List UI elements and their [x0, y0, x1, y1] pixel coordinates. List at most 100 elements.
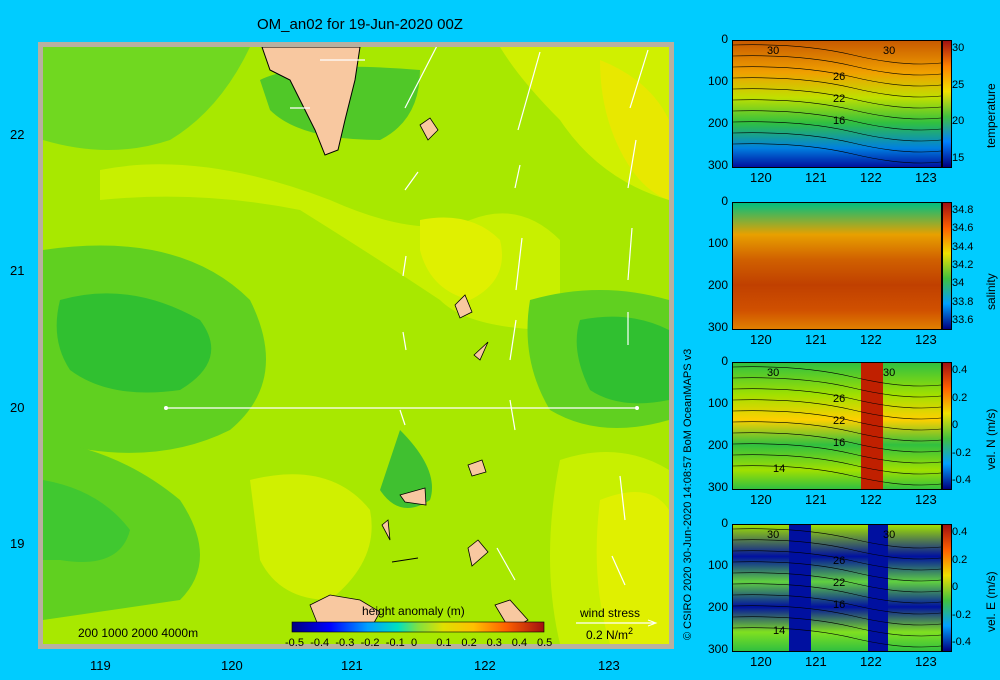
depth-tick: 100 — [707, 396, 728, 410]
lon-tick: 123 — [915, 654, 937, 669]
colorbar-tick: 0.4 — [511, 637, 528, 649]
colorbar-tick: 30 — [952, 42, 965, 54]
depth-tick: 300 — [707, 642, 728, 656]
colorbar-tick: -0.2 — [952, 608, 971, 621]
colorbar-tick: -0.4 — [952, 636, 971, 648]
contour-label: 30 — [767, 529, 780, 541]
section-colorbar — [942, 40, 952, 168]
contour-label: 22 — [833, 577, 846, 589]
contour-label: 30 — [767, 45, 780, 57]
colorbar-title: height anomaly (m) — [362, 604, 465, 618]
contour-label: 14 — [773, 625, 786, 637]
panel-variable-label: vel. N (m/s) — [984, 408, 998, 470]
depth-tick: 200 — [707, 116, 728, 130]
section-plot: 30 30 26 22 16 14 — [732, 524, 942, 652]
colorbar-tick: 25 — [952, 78, 965, 91]
section-panel: 30 30 26 22 16 14 0 100 200 300 120 121 122 123 0.4 0.2… — [690, 354, 1000, 510]
lon-tick: 123 — [915, 332, 937, 347]
section-colorbar — [942, 362, 952, 490]
wind-stress-label: wind stress — [580, 606, 641, 620]
map-title: OM_an02 for 19-Jun-2020 00Z — [257, 16, 463, 33]
section-panel: 0 100 200 300 120 121 122 123 34.8 34.6 34.4 34.2 34… — [690, 194, 1000, 350]
colorbar-tick: 0.4 — [952, 526, 968, 538]
colorbar-tick: 0 — [411, 637, 418, 649]
contour-label: 22 — [833, 93, 846, 105]
contour-label: 16 — [833, 599, 846, 611]
y-tick-19: 19 — [10, 536, 25, 551]
lon-tick: 123 — [915, 170, 937, 185]
depth-tick: 200 — [707, 600, 728, 614]
contour-label: 16 — [833, 437, 846, 449]
colorbar-tick: 0.2 — [952, 553, 968, 566]
lon-tick: 120 — [750, 332, 772, 347]
depth-tick: 0 — [721, 194, 728, 208]
colorbar-tick: 0.3 — [486, 637, 502, 649]
section-plot: 30 30 26 22 16 14 — [732, 362, 942, 490]
x-tick-123: 123 — [598, 658, 620, 673]
lon-tick: 120 — [750, 170, 772, 185]
depth-tick: 0 — [721, 516, 728, 530]
lon-tick: 122 — [860, 654, 882, 669]
colorbar-tick: 0.5 — [537, 637, 553, 649]
x-tick-119: 119 — [90, 658, 111, 673]
wind-stress-scale: 0.2 N/m2 — [586, 626, 634, 642]
y-tick-20: 20 — [10, 400, 25, 415]
colorbar-tick: 0.4 — [952, 364, 968, 376]
section-colorbar — [942, 524, 952, 652]
colorbar-tick: 15 — [952, 152, 965, 164]
depth-legend: 200 1000 2000 4000m — [78, 626, 199, 640]
colorbar-tick: 34 — [952, 277, 965, 290]
wind-scale-arrow — [576, 619, 658, 627]
colorbar-tick: -0.1 — [385, 637, 405, 649]
x-tick-120: 120 — [221, 658, 243, 673]
section-plot — [732, 202, 942, 330]
lon-tick: 122 — [860, 492, 882, 507]
lon-tick: 121 — [805, 332, 827, 347]
colorbar-tick: -0.2 — [360, 637, 380, 649]
contour-label: 26 — [833, 393, 846, 405]
lon-tick: 120 — [750, 654, 772, 669]
depth-tick: 300 — [707, 480, 728, 494]
credit-text: © CSIRO 2020 30-Jun-2020 14:08:57 BoM Oc… — [682, 348, 694, 640]
depth-tick: 300 — [707, 320, 728, 334]
colorbar-tick: 20 — [952, 115, 965, 128]
section-colorbar — [942, 202, 952, 330]
colorbar-tick: 0.2 — [461, 637, 477, 649]
colorbar-tick: -0.2 — [952, 446, 971, 459]
colorbar-tick: -0.3 — [335, 637, 355, 649]
contour-label: 14 — [773, 463, 786, 475]
colorbar-tick: 34.2 — [952, 259, 974, 271]
colorbar-tick: 34.6 — [952, 222, 974, 235]
section-panel: 30 30 26 22 16 14 0 100 200 300 120 121 122 123 0.4 0.2… — [690, 516, 1000, 672]
lon-tick: 120 — [750, 492, 772, 507]
height-colorbar — [291, 621, 545, 633]
section-panels: 30 30 26 22 16 0 100 200 300 120 121 122 123 30 25 20 15… — [690, 30, 1000, 670]
panel-variable-label: temperature — [984, 83, 998, 148]
lon-tick: 121 — [805, 654, 827, 669]
colorbar-tick: 0.1 — [436, 637, 452, 649]
colorbar-tick: -0.4 — [310, 637, 330, 649]
colorbar-tick: -0.4 — [952, 474, 971, 486]
section-panel: 30 30 26 22 16 0 100 200 300 120 121 122 123 30 25 20 15… — [690, 32, 1000, 188]
colorbar-tick: 0 — [952, 419, 959, 431]
contour-label: 26 — [833, 71, 846, 83]
colorbar-tick: 0 — [952, 581, 959, 593]
contour-label: 22 — [833, 415, 846, 427]
contour-label: 26 — [833, 555, 846, 567]
contour-label: 30 — [883, 45, 896, 57]
panel-variable-label: salinity — [984, 273, 998, 310]
lon-tick: 122 — [860, 332, 882, 347]
depth-tick: 300 — [707, 158, 728, 172]
colorbar-tick: 34.8 — [952, 204, 974, 216]
contour-label: 30 — [883, 529, 896, 541]
section-plot: 30 30 26 22 16 — [732, 40, 942, 168]
lon-tick: 121 — [805, 492, 827, 507]
colorbar-ticks: -0.5 -0.4 -0.3 -0.2 -0.1 0 0.1 0.2 0.3 0.4 0.5 — [280, 637, 560, 651]
land-taiwan — [261, 47, 361, 156]
depth-tick: 200 — [707, 278, 728, 292]
depth-tick: 100 — [707, 558, 728, 572]
colorbar-tick: 34.4 — [952, 240, 974, 253]
depth-tick: 0 — [721, 32, 728, 46]
y-tick-22: 22 — [10, 127, 25, 142]
